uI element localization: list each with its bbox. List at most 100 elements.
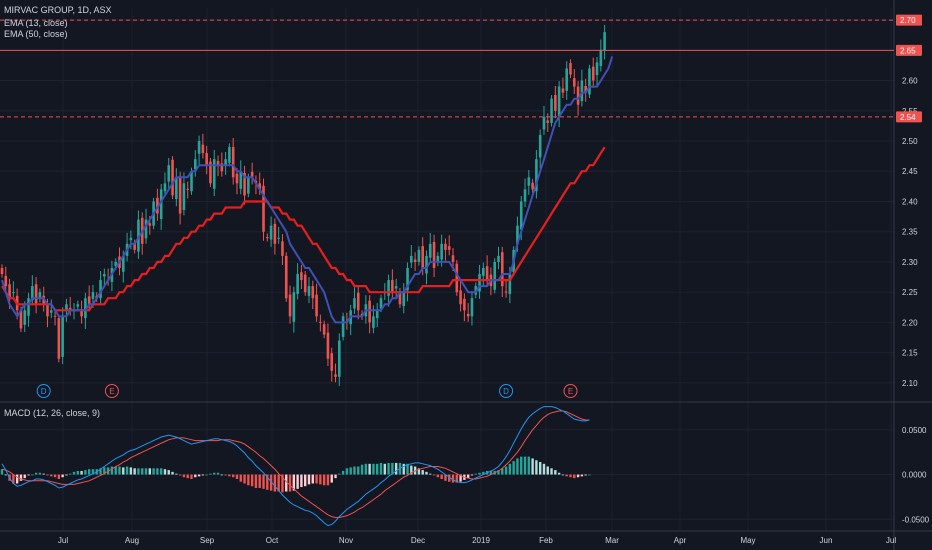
candle-body xyxy=(436,255,440,263)
candle-body xyxy=(482,267,485,276)
histogram-bar xyxy=(296,474,299,489)
candle-body xyxy=(497,255,500,262)
histogram-bar xyxy=(0,469,4,475)
candle-body xyxy=(53,315,57,317)
histogram-bar xyxy=(122,467,125,475)
histogram-bar xyxy=(402,463,405,475)
histogram-bar xyxy=(129,467,133,475)
macd-tick-label: 0.0500 xyxy=(902,426,927,435)
histogram-bar xyxy=(535,460,538,475)
candle-body xyxy=(8,284,11,299)
macd-line xyxy=(1,406,590,527)
candle-body xyxy=(569,63,572,75)
candle-body xyxy=(296,274,299,294)
candle-body xyxy=(417,249,421,262)
histogram-bar xyxy=(72,471,76,475)
candle-body xyxy=(34,284,38,305)
histogram-bar xyxy=(538,462,542,475)
candle-body xyxy=(281,241,284,256)
candle-body xyxy=(307,286,311,296)
candle-body xyxy=(23,310,27,325)
histogram-bar xyxy=(133,468,136,475)
histogram-bar xyxy=(76,470,79,475)
ema-50-line xyxy=(1,146,606,312)
price-tick-label: 2.10 xyxy=(902,379,918,388)
histogram-bar xyxy=(23,474,26,479)
histogram-bar xyxy=(15,474,19,484)
candle-body xyxy=(31,286,34,301)
candle-body xyxy=(584,85,587,93)
candle-body xyxy=(576,86,580,105)
histogram-bar xyxy=(300,474,303,488)
histogram-bar xyxy=(254,474,258,488)
candle-body xyxy=(459,290,462,305)
histogram-bar xyxy=(330,474,333,483)
histogram-bar xyxy=(118,466,121,475)
histogram-bar xyxy=(406,463,409,475)
time-tick-label: Aug xyxy=(125,536,139,545)
histogram-bar xyxy=(103,467,106,475)
histogram-bar xyxy=(326,474,330,486)
histogram-bar xyxy=(425,471,428,475)
histogram-bar xyxy=(277,474,280,492)
histogram-bar xyxy=(466,474,470,479)
price-lines: 2.70 2.65 2.54 xyxy=(0,14,922,123)
candle-body xyxy=(292,292,296,322)
candle-body xyxy=(216,160,220,166)
histogram-bar xyxy=(42,473,45,475)
histogram-bar xyxy=(281,474,284,493)
candle-body xyxy=(247,177,250,194)
histogram-bar xyxy=(137,468,140,475)
candle-body xyxy=(508,274,512,294)
histogram-bar xyxy=(167,470,170,475)
candle-body xyxy=(519,201,523,230)
candle-body xyxy=(353,298,356,309)
histogram-bar xyxy=(99,468,102,475)
candle-body xyxy=(84,298,87,319)
price-tick-label: 2.55 xyxy=(902,107,918,116)
time-tick-label: Oct xyxy=(266,536,279,545)
earnings-marker xyxy=(563,384,578,398)
candle-body xyxy=(379,298,383,309)
histogram-bar xyxy=(209,473,212,475)
candle-body xyxy=(319,321,322,323)
histogram-bar xyxy=(201,474,205,476)
candle-body xyxy=(466,313,470,317)
histogram-bar xyxy=(178,474,182,476)
histogram-bar xyxy=(38,472,42,475)
histogram-bar xyxy=(387,462,390,475)
candle-body xyxy=(212,159,216,189)
candle-body xyxy=(121,255,125,272)
macd-legend: MACD (12, 26, close, 9) xyxy=(4,408,101,418)
histogram-bar xyxy=(459,474,462,482)
candle-body xyxy=(19,310,23,329)
candle-body xyxy=(137,219,140,252)
histogram-bar xyxy=(531,458,534,475)
histogram-bar xyxy=(46,474,49,476)
candle-body xyxy=(322,324,326,335)
ema-fast-legend: EMA (13, close) xyxy=(4,18,68,28)
histogram-bar xyxy=(224,474,227,476)
candle-body xyxy=(315,294,318,317)
candle-body xyxy=(167,165,171,182)
candle-body xyxy=(493,261,496,290)
candle-body xyxy=(398,291,402,305)
histogram-bar xyxy=(163,469,167,475)
histogram-bar xyxy=(334,474,337,479)
histogram-bar xyxy=(391,462,394,475)
histogram-bar xyxy=(497,470,500,475)
histogram-bar xyxy=(213,472,216,475)
candle-body xyxy=(193,159,197,170)
candle-body xyxy=(235,173,239,184)
ema-13-line xyxy=(1,56,614,324)
histogram-bar xyxy=(285,474,288,492)
time-tick-label: Sep xyxy=(200,536,215,545)
candle-body xyxy=(205,153,208,166)
time-tick-label: Apr xyxy=(674,536,687,545)
candle-body xyxy=(303,274,307,293)
histogram-bar xyxy=(349,467,352,475)
dividend-marker xyxy=(36,384,51,398)
